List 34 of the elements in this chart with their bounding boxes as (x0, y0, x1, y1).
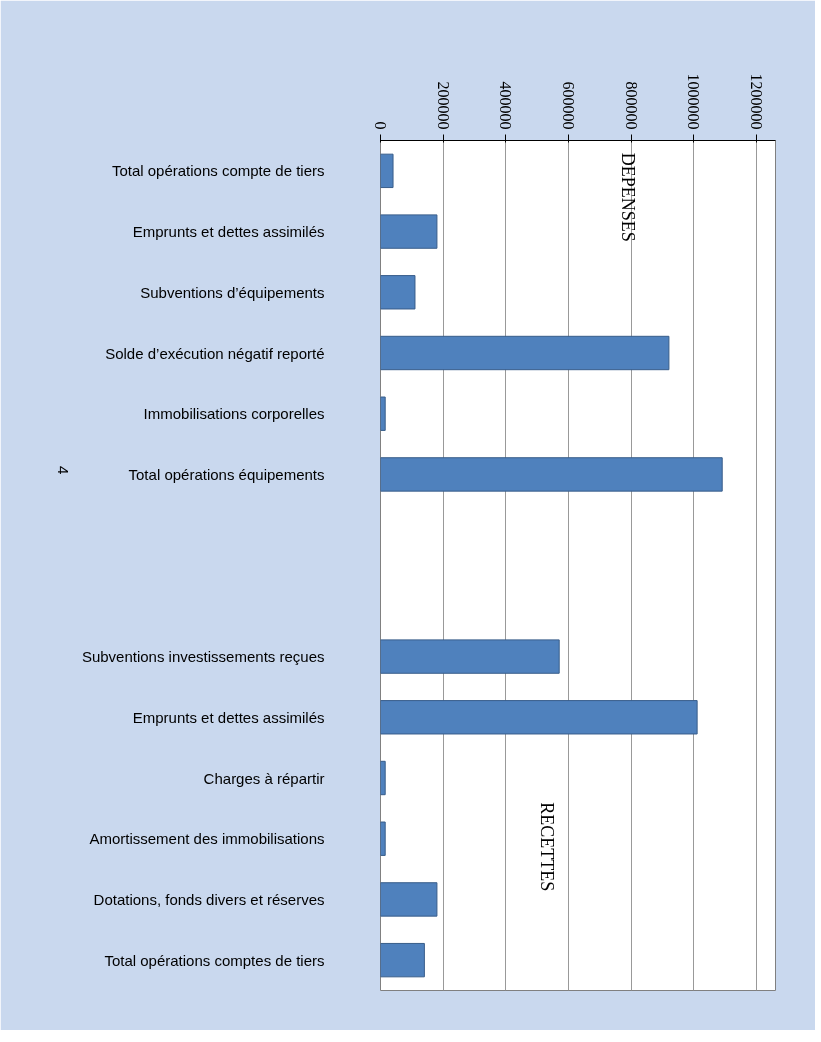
bar (380, 396, 386, 431)
bar (380, 700, 698, 735)
y-tick-label: Immobilisations corporelles (143, 405, 325, 423)
bar (380, 821, 386, 856)
y-tick-label: Total opérations compte de tiers (111, 162, 325, 180)
y-tick-label: Dotations, fonds divers et réserves (93, 890, 325, 908)
annotation: DEPENSES (618, 152, 639, 242)
x-tick-label: 200000 (434, 81, 452, 130)
y-tick-label: Emprunts et dettes assimilés (132, 223, 325, 241)
x-tick-label: 0 (372, 121, 389, 130)
bar (380, 639, 560, 674)
annotation: RECETTES (536, 802, 557, 892)
x-tick-label: 400000 (497, 81, 515, 130)
bar (380, 153, 394, 189)
bar (380, 882, 438, 917)
x-tick-label: 1000000 (685, 73, 703, 130)
y-tick-label: Emprunts et dettes assimilés (132, 708, 325, 726)
bar (380, 335, 670, 371)
x-tick-label: 600000 (560, 81, 578, 130)
text: 4 (54, 466, 72, 475)
y-tick-label: Charges à répartir (203, 769, 325, 787)
y-tick-label: Solde d’exécution négatif reporté (105, 344, 325, 362)
x-tick-label: 800000 (622, 81, 640, 130)
bar (380, 275, 416, 310)
bar (380, 760, 386, 796)
bar (380, 942, 425, 978)
y-tick-label: Subventions d’équipements (140, 283, 325, 301)
y-tick-label: Subventions investissements reçues (81, 648, 325, 666)
x-tick-label: 1200000 (748, 73, 766, 130)
y-tick-label: Amortissement des immobilisations (89, 830, 325, 848)
bar (380, 457, 723, 492)
y-tick-label: Total opérations équipements (128, 465, 325, 483)
bar (380, 214, 438, 249)
y-tick-label: Total opérations comptes de tiers (104, 951, 325, 969)
